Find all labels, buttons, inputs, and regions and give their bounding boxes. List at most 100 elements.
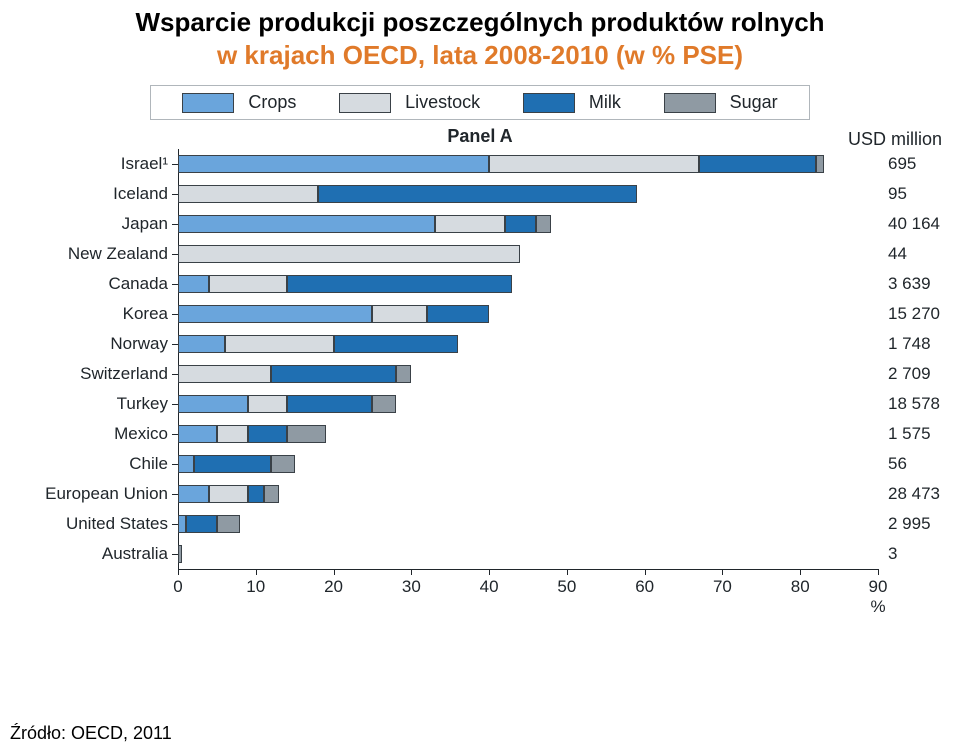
legend-label: Sugar — [730, 92, 778, 113]
value-label: 95 — [888, 184, 907, 204]
category-label: Norway — [8, 334, 168, 354]
category-label: Canada — [8, 274, 168, 294]
category-label: United States — [8, 514, 168, 534]
bar-segment — [264, 485, 280, 503]
value-label: 44 — [888, 244, 907, 264]
bar-segment — [178, 155, 489, 173]
legend-swatch — [339, 93, 391, 113]
bar-segment — [271, 365, 395, 383]
bar-segment — [287, 275, 513, 293]
value-label: 40 164 — [888, 214, 940, 234]
source-text: Źródło: OECD, 2011 — [10, 723, 172, 744]
value-label: 15 270 — [888, 304, 940, 324]
bar-segment — [178, 215, 435, 233]
bar-segment — [186, 515, 217, 533]
bar-segment — [178, 275, 209, 293]
unit-label: USD million — [848, 129, 942, 150]
bar-segment — [178, 305, 372, 323]
legend-item: Milk — [523, 92, 621, 113]
panel-title: Panel A — [0, 126, 960, 147]
category-label: Korea — [8, 304, 168, 324]
bar-segment — [287, 425, 326, 443]
chart: USD million0102030405060708090%Israel¹69… — [8, 149, 952, 629]
value-label: 695 — [888, 154, 916, 174]
bar-segment — [248, 395, 287, 413]
bar-segment — [217, 425, 248, 443]
bar-segment — [699, 155, 816, 173]
bar-segment — [178, 485, 209, 503]
value-label: 56 — [888, 454, 907, 474]
bar-segment — [178, 365, 271, 383]
bar-segment — [225, 335, 334, 353]
category-label: Japan — [8, 214, 168, 234]
bar-segment — [209, 485, 248, 503]
category-label: European Union — [8, 484, 168, 504]
bar-segment — [505, 215, 536, 233]
x-tick-label: 40 — [480, 577, 499, 597]
x-tick-label: 90 — [869, 577, 888, 597]
bar-segment — [372, 395, 395, 413]
bar-segment — [536, 215, 552, 233]
bar-segment — [271, 455, 294, 473]
chart-title: Wsparcie produkcji poszczególnych produk… — [0, 0, 960, 71]
value-label: 1 748 — [888, 334, 931, 354]
legend-item: Crops — [182, 92, 296, 113]
bar-segment — [396, 365, 412, 383]
legend: Crops Livestock Milk Sugar — [150, 85, 810, 120]
bar-segment — [178, 545, 182, 563]
legend-item: Livestock — [339, 92, 480, 113]
bar-segment — [318, 185, 637, 203]
bar-segment — [178, 395, 248, 413]
value-label: 28 473 — [888, 484, 940, 504]
category-label: Chile — [8, 454, 168, 474]
category-label: Iceland — [8, 184, 168, 204]
legend-row: Crops Livestock Milk Sugar — [161, 92, 799, 113]
bar-segment — [427, 305, 489, 323]
x-unit-label: % — [870, 597, 885, 617]
bar-segment — [194, 455, 272, 473]
y-axis — [178, 149, 179, 569]
x-tick-label: 50 — [557, 577, 576, 597]
bar-segment — [217, 515, 240, 533]
legend-label: Crops — [248, 92, 296, 113]
category-label: Turkey — [8, 394, 168, 414]
bar-segment — [287, 395, 373, 413]
category-label: Israel¹ — [8, 154, 168, 174]
bar-segment — [178, 185, 318, 203]
bar-segment — [178, 425, 217, 443]
legend-label: Milk — [589, 92, 621, 113]
value-label: 2 709 — [888, 364, 931, 384]
legend-swatch — [182, 93, 234, 113]
value-label: 18 578 — [888, 394, 940, 414]
bar-segment — [248, 485, 264, 503]
bar-segment — [178, 455, 194, 473]
bar-segment — [334, 335, 458, 353]
bar-segment — [435, 215, 505, 233]
title-line-1: Wsparcie produkcji poszczególnych produk… — [0, 6, 960, 39]
legend-swatch — [664, 93, 716, 113]
value-label: 1 575 — [888, 424, 931, 444]
x-tick-label: 70 — [713, 577, 732, 597]
value-label: 3 639 — [888, 274, 931, 294]
x-tick-label: 0 — [173, 577, 182, 597]
bar-segment — [372, 305, 426, 323]
title-line-2: w krajach OECD, lata 2008-2010 (w % PSE) — [0, 39, 960, 72]
x-tick-label: 20 — [324, 577, 343, 597]
x-tick-label: 10 — [246, 577, 265, 597]
value-label: 3 — [888, 544, 897, 564]
bar-segment — [209, 275, 287, 293]
bar-segment — [489, 155, 699, 173]
legend-item: Sugar — [664, 92, 778, 113]
category-label: Australia — [8, 544, 168, 564]
bar-segment — [178, 335, 225, 353]
category-label: Mexico — [8, 424, 168, 444]
bar-segment — [178, 515, 186, 533]
x-tick-label: 30 — [402, 577, 421, 597]
bar-segment — [816, 155, 824, 173]
x-tick-label: 60 — [635, 577, 654, 597]
bar-segment — [248, 425, 287, 443]
legend-label: Livestock — [405, 92, 480, 113]
category-label: Switzerland — [8, 364, 168, 384]
x-tick-label: 80 — [791, 577, 810, 597]
x-axis — [178, 569, 878, 570]
